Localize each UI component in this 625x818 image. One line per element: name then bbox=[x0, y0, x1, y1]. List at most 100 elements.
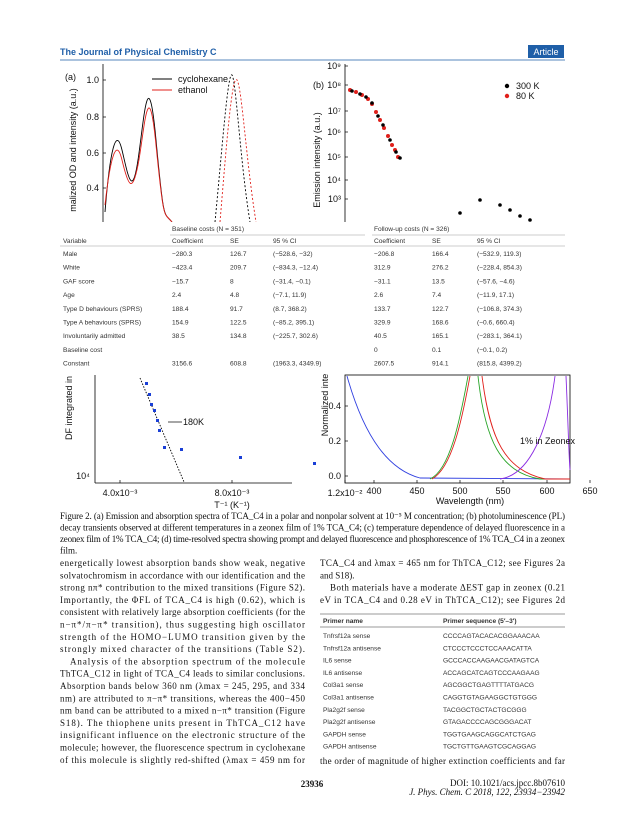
curve bbox=[429, 375, 570, 480]
column-header: 95 % CI bbox=[273, 238, 297, 245]
point bbox=[458, 211, 462, 215]
point bbox=[150, 403, 153, 406]
body-line: Importantly, the ΦFL of TCA_C4 is high (… bbox=[60, 595, 305, 605]
table-cell: 122.7 bbox=[432, 306, 449, 313]
table-cell: −31.1 bbox=[374, 278, 391, 285]
point bbox=[148, 393, 151, 396]
y-tick-label: 10⁸ bbox=[327, 80, 341, 90]
body-line: n−π*/π−π* transition), thus suggesting h… bbox=[60, 620, 305, 630]
table-cell: Pla2g2f antisense bbox=[323, 719, 376, 726]
table-cell: Tnfrsf12a antisense bbox=[323, 645, 381, 652]
table-cell: 13.5 bbox=[432, 278, 445, 285]
y-tick-label: 0.4 bbox=[328, 401, 341, 411]
body-line: energetically lowest absorption bands sh… bbox=[60, 558, 305, 568]
y-tick-label: 1.0 bbox=[86, 75, 99, 85]
column-header: SE bbox=[230, 238, 239, 245]
x-tick-label: 8.0x10⁻³ bbox=[215, 488, 250, 498]
x-tick-label: 600 bbox=[539, 486, 554, 496]
legend-swatch bbox=[504, 93, 510, 99]
table-cell: White bbox=[63, 265, 80, 272]
table-cell: Col3a1 sense bbox=[323, 682, 364, 689]
table-cell: IL6 sense bbox=[323, 658, 352, 665]
table-cell: 312.9 bbox=[374, 265, 391, 272]
y-axis-label: DF integrated in bbox=[64, 376, 74, 440]
caption-line: decay transients observed at different t… bbox=[60, 523, 565, 533]
doi: DOI: 10.1021/acs.jpcc.8b07610 bbox=[450, 778, 565, 788]
citation: J. Phys. Chem. C 2018, 122, 23934−23942 bbox=[409, 787, 565, 797]
point bbox=[158, 429, 161, 432]
table-cell: 133.7 bbox=[374, 306, 391, 313]
table-cell: 168.6 bbox=[432, 320, 449, 327]
table-cell: (−532.9, 119.3) bbox=[477, 251, 521, 258]
table-cell: 0 bbox=[374, 347, 378, 354]
legend-label: cyclohexane bbox=[178, 74, 228, 84]
point bbox=[390, 143, 394, 147]
caption-line: zeonex film of 1% TCA_C4; (d) time-resol… bbox=[60, 534, 566, 544]
point bbox=[528, 218, 532, 222]
table-cell: GAF score bbox=[63, 278, 95, 285]
body-line: Analysis of the absorption spectrum of t… bbox=[70, 656, 305, 666]
page-number: 23936 bbox=[301, 779, 324, 789]
table-cell: TGCTGTTGAAGTCGCAGGAG bbox=[443, 744, 536, 751]
body-line: the order of magnitude of higher extinct… bbox=[320, 756, 565, 766]
table-cell: Constant bbox=[63, 361, 90, 368]
table-cell: 40.5 bbox=[374, 333, 387, 340]
y-tick-label: 0.0 bbox=[328, 471, 341, 481]
body-line: solvatochromism in accordance with our i… bbox=[60, 570, 305, 580]
column-header: Coefficient bbox=[172, 238, 203, 245]
table-cell: −15.7 bbox=[172, 278, 189, 285]
table-cell: CAGGTGTAGAAGGCTGTGGG bbox=[443, 695, 537, 702]
table-cell: GTAGACCCCAGCGGGACAT bbox=[443, 719, 531, 726]
legend-label: 80 K bbox=[516, 91, 535, 101]
table-cell: TGGTGAAGCAGGCATCTGAG bbox=[443, 731, 536, 738]
body-line: eV in TCA_C4 and 0.28 eV in ThTCA_C12); … bbox=[320, 595, 566, 605]
point bbox=[354, 90, 358, 94]
point bbox=[350, 89, 354, 93]
point bbox=[518, 214, 522, 218]
table-cell: GCCCACCAAGAACGATAGTCA bbox=[443, 658, 540, 665]
caption-line: film. bbox=[60, 546, 77, 556]
point bbox=[388, 138, 392, 142]
table-cell: 914.1 bbox=[432, 361, 449, 368]
point bbox=[364, 95, 368, 99]
point bbox=[376, 114, 380, 118]
body-line: TCA_C4 and λmax = 465 nm for ThTCA_C12; … bbox=[320, 558, 565, 568]
table-cell: (−283.1, 364.1) bbox=[477, 333, 522, 340]
point bbox=[370, 101, 374, 105]
table-cell: ACCAGCATCAGTCCCAAGAAG bbox=[443, 670, 540, 677]
x-tick-label: 550 bbox=[495, 486, 510, 496]
body-line: Both materials have a moderate ΔEST gap … bbox=[330, 583, 565, 593]
column-header: Variable bbox=[63, 238, 87, 245]
table-cell: (−228.4, 854.3) bbox=[477, 265, 522, 272]
table-cell: (−0.1, 0.2) bbox=[477, 347, 507, 354]
panel-label: (a) bbox=[65, 72, 76, 82]
section-label: Article bbox=[533, 47, 558, 57]
table-cell: (−85.2, 395.1) bbox=[273, 320, 314, 327]
column-header: 95 % CI bbox=[477, 238, 501, 245]
x-tick-label: 4.0x10⁻³ bbox=[103, 488, 138, 498]
table-cell: 165.1 bbox=[432, 333, 449, 340]
table-cell: (1963.3, 4349.9) bbox=[273, 361, 321, 368]
table-cell: (−225.7, 302.6) bbox=[273, 333, 318, 340]
y-tick-label: 10⁹ bbox=[327, 61, 341, 71]
table-cell: AGCGGCTGAGTTTTATGACG bbox=[443, 682, 534, 689]
table-cell: 154.9 bbox=[172, 320, 189, 327]
body-line: consistent with relatively large absorpt… bbox=[60, 607, 305, 617]
x-tick-label: 450 bbox=[409, 486, 424, 496]
group-header: Follow-up costs (N = 326) bbox=[374, 226, 449, 233]
point bbox=[381, 123, 385, 127]
table-cell: 7.4 bbox=[432, 292, 441, 299]
x-axis-label: T⁻¹ (K⁻¹) bbox=[214, 500, 250, 510]
table-cell: GAPDH sense bbox=[323, 731, 366, 738]
table-cell: 2607.5 bbox=[374, 361, 395, 368]
points bbox=[145, 382, 316, 465]
table-cell: Tnfrsf12a sense bbox=[323, 633, 371, 640]
x-tick-label: 1.2x10⁻² bbox=[328, 488, 363, 498]
caption-line: Figure 2. (a) Emission and absorption sp… bbox=[60, 511, 565, 521]
point bbox=[398, 156, 402, 160]
annotation: 1% in Zeonex bbox=[520, 436, 576, 446]
point bbox=[382, 126, 386, 130]
plot-frame bbox=[344, 374, 571, 484]
y-tick-label: 10³ bbox=[328, 194, 341, 204]
table-cell: −206.8 bbox=[374, 251, 395, 258]
